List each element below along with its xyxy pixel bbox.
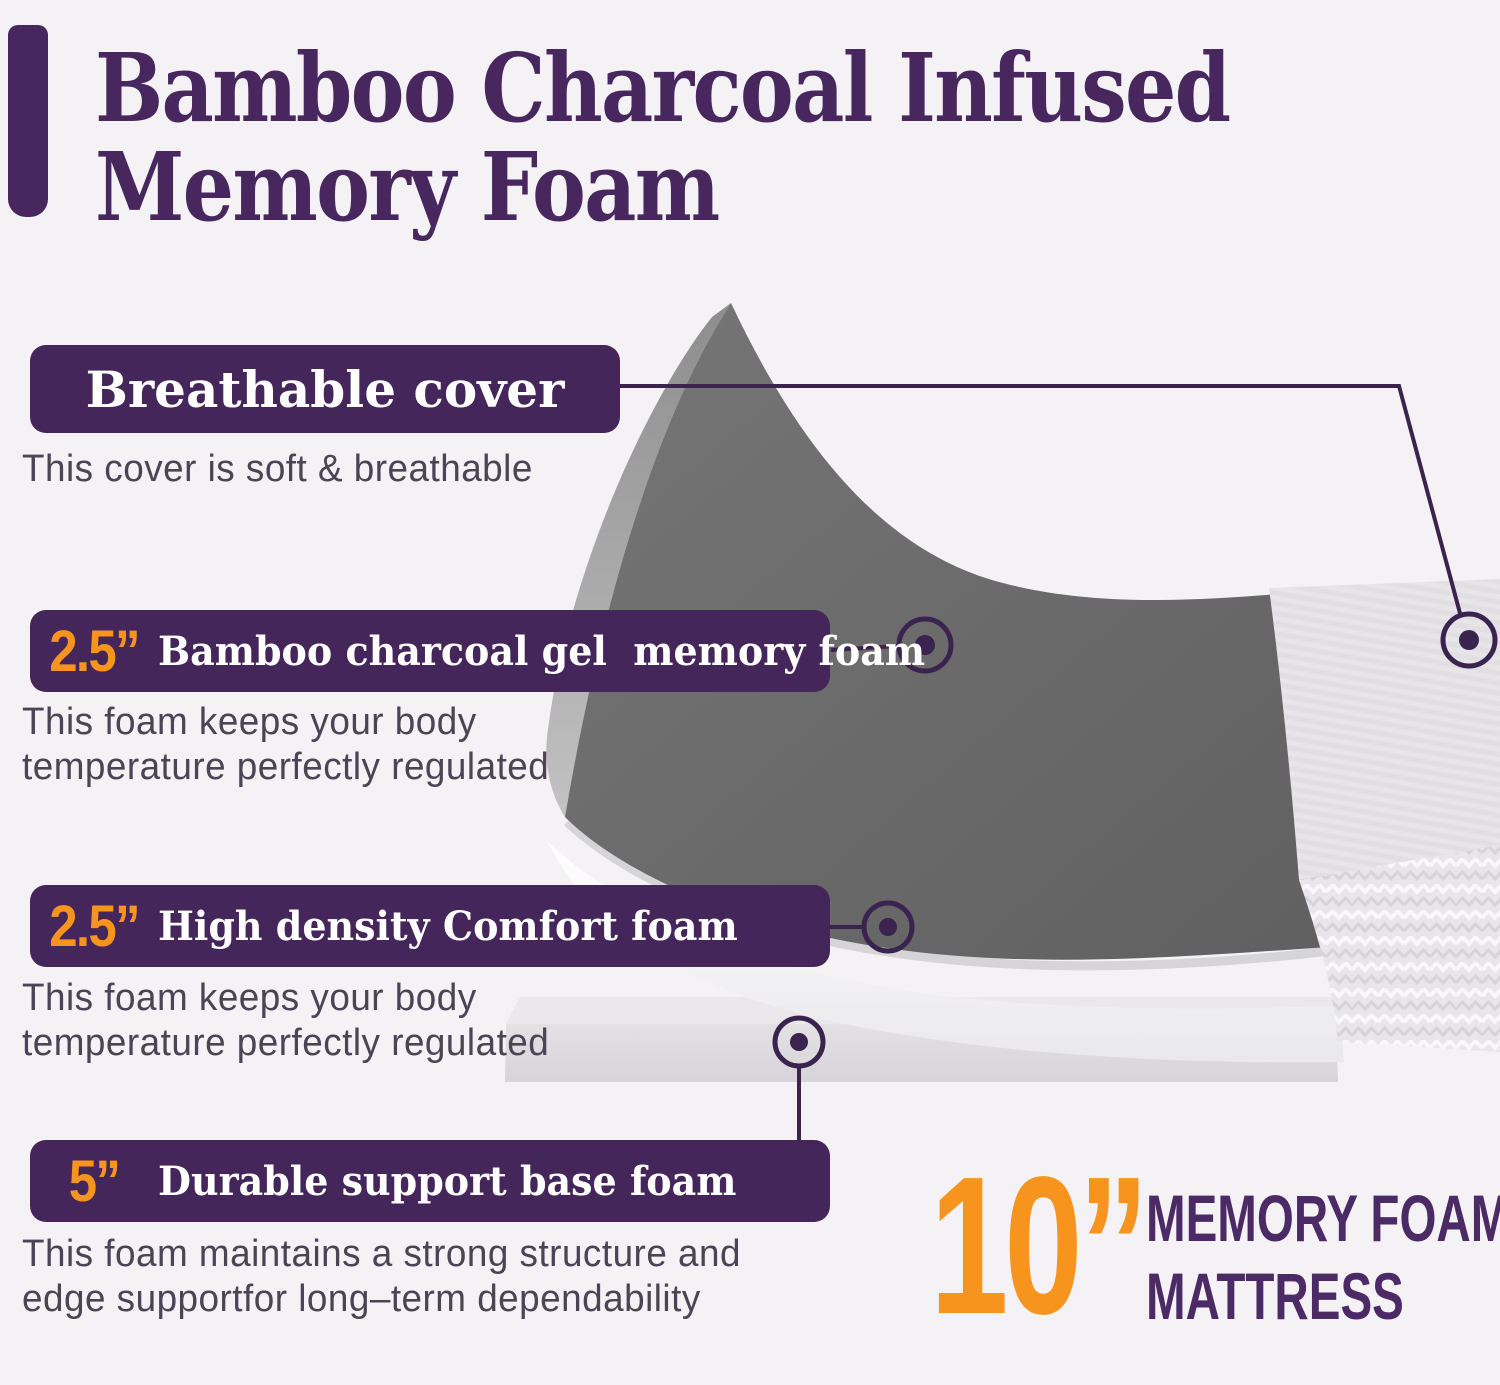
description-line-1: This foam keeps your body <box>22 701 477 743</box>
description-line-2: edge supportfor long–term dependability <box>22 1277 701 1320</box>
callout-box-memory-foam: 2.5” Bamboo charcoal gel memory foam <box>30 610 925 692</box>
marker-ring <box>861 900 915 954</box>
thickness-label: 2.5” <box>49 618 140 684</box>
callout-label: Durable support base foam <box>158 1157 737 1205</box>
marker-comfort-foam <box>861 900 915 954</box>
callout-line-memory-foam <box>830 644 899 652</box>
marker-ring <box>1440 611 1498 669</box>
marker-dot <box>1459 630 1479 650</box>
description-line-1: This foam keeps your body <box>22 977 477 1019</box>
description-line-2: temperature perfectly regulated <box>22 745 550 788</box>
callout-label: Breathable cover <box>85 359 565 419</box>
description-line-2: temperature perfectly regulated <box>22 1021 550 1064</box>
callout-description-breathable-cover: This cover is soft & breathable <box>22 448 533 490</box>
marker-dot <box>915 635 935 655</box>
callout-label: Bamboo charcoal gel memory foam <box>158 627 926 675</box>
callout-description-comfort-foam: This foam keeps your body temperature pe… <box>22 976 549 1066</box>
thickness-label: 5” <box>68 1148 121 1214</box>
title-line-1: Bamboo Charcoal Infused <box>95 33 1231 144</box>
marker-dot <box>790 1033 808 1051</box>
callout-line-breathable-cover <box>620 384 1463 618</box>
title-line-2: Memory Foam <box>95 131 720 243</box>
callout-box-comfort-foam: 2.5” High density Comfort foam <box>30 885 830 967</box>
callout-box-base-foam: 5” Durable support base foam <box>30 1140 830 1222</box>
marker-ring <box>896 616 954 674</box>
page-title: Bamboo Charcoal Infused Memory Foam <box>95 39 1231 238</box>
thickness-label: 2.5” <box>49 893 140 959</box>
memory-foam-side-edge <box>546 303 731 817</box>
callout-description-base-foam: This foam maintains a strong structure a… <box>22 1232 741 1322</box>
marker-breathable-cover <box>1440 611 1498 669</box>
badge-total-thickness: 10” <box>930 1136 1149 1355</box>
callout-label: High density Comfort foam <box>158 902 738 950</box>
badge-product-name: MEMORY FOAM MATTRESS <box>1146 1180 1500 1336</box>
description-line-1: This foam maintains a strong structure a… <box>22 1233 741 1275</box>
badge-line-1: MEMORY FOAM <box>1146 1181 1500 1255</box>
cover-side-panel <box>1299 845 1500 1052</box>
marker-ring <box>772 1015 826 1069</box>
marker-dot <box>879 918 897 936</box>
title-accent-bar <box>8 25 48 217</box>
badge-line-2: MATTRESS <box>1146 1258 1404 1333</box>
memory-foam-shadow <box>563 818 1332 971</box>
marker-memory-foam <box>896 616 954 674</box>
layer-breathable-cover <box>1269 579 1500 1052</box>
marker-base-foam <box>772 1015 826 1069</box>
cover-top-panel <box>1269 579 1500 880</box>
callout-box-breathable-cover: Breathable cover <box>30 345 620 433</box>
callout-description-memory-foam: This foam keeps your body temperature pe… <box>22 700 549 790</box>
